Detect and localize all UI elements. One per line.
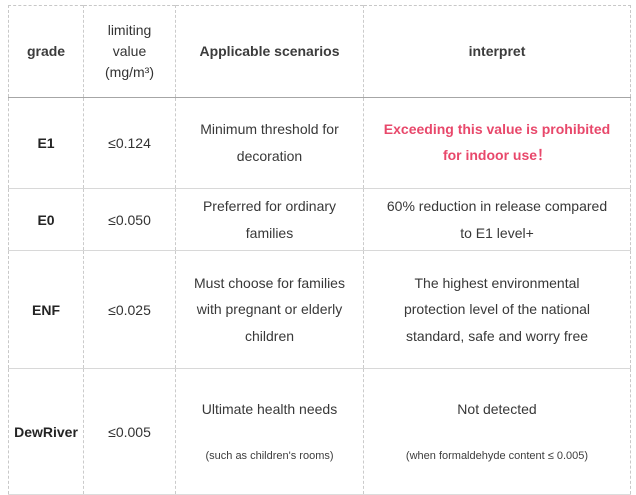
scenario-sub-text: (such as children's rooms) [205,449,334,462]
interpret-main-text: Not detected [457,400,537,417]
scenario-cell: Minimum threshold for decoration [175,97,364,189]
scenario-cell: Must choose for families with pregnant o… [175,250,364,369]
interpret-cell: Not detected (when formaldehyde content … [363,367,631,495]
interpret-cell: The highest environmental protection lev… [363,250,631,369]
interpret-sub-text: (when formaldehyde content ≤ 0.005) [405,449,589,462]
grade-comparison-table: grade limiting value (mg/m³) Applicable … [8,5,631,495]
header-limiting-value: limiting value (mg/m³) [83,5,176,98]
scenario-cell: Preferred for ordinary families [175,188,364,251]
header-grade: grade [26,43,66,59]
table-row-dewriver: DewRiver ≤0.005 Ultimate health needs (s… [8,367,631,495]
grade-cell: E1 [8,97,84,189]
interpret-cell: 60% reduction in release compared to E1 … [363,188,631,251]
scenario-main-text: Ultimate health needs [201,400,338,417]
header-row: grade limiting value (mg/m³) Applicable … [9,5,631,98]
header-interpret: interpret [363,5,631,98]
scenario-cell: Ultimate health needs (such as children'… [175,367,364,495]
grade-cell: DewRiver [8,367,84,495]
table-row-e0: E0 ≤0.050 Preferred for ordinary familie… [8,188,631,251]
interpret-cell-warning: Exceeding this value is prohibited for i… [363,97,631,189]
header-applicable-scenarios: Applicable scenarios [175,5,364,98]
limit-value-cell: ≤0.050 [83,188,176,251]
limit-value-cell: ≤0.124 [83,97,176,189]
limit-value-cell: ≤0.025 [83,250,176,369]
grade-cell: E0 [8,188,84,251]
grade-cell: ENF [8,250,84,369]
table-row-e1: E1 ≤0.124 Minimum threshold for decorati… [8,97,631,189]
limit-value-cell: ≤0.005 [83,367,176,495]
table-row-enf: ENF ≤0.025 Must choose for families with… [8,250,631,369]
formaldehyde-grade-table-container: grade limiting value (mg/m³) Applicable … [8,5,631,495]
